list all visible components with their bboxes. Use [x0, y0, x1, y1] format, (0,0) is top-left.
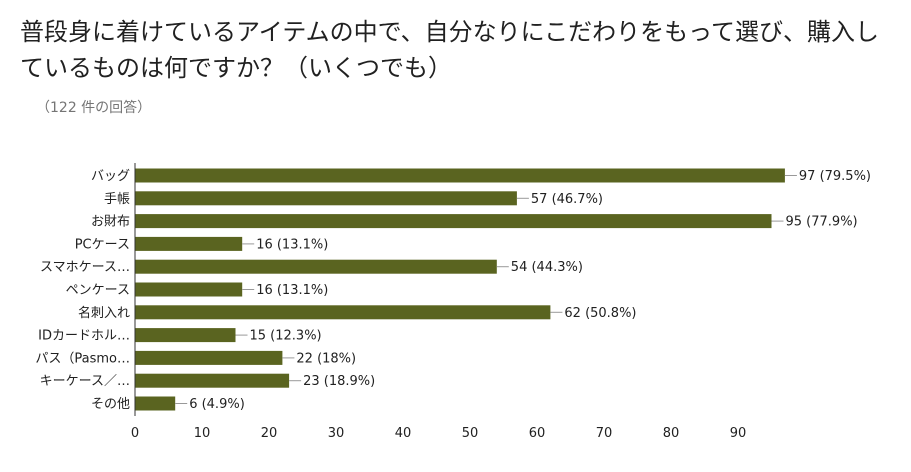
bar: [135, 373, 290, 388]
data-label: 57 (46.7%): [531, 192, 603, 207]
x-tick-label: 0: [131, 426, 139, 441]
chart-title: 普段身に着けているアイテムの中で、自分なりにこだわりをもって選び、購入しているも…: [20, 18, 879, 82]
x-tick-label: 60: [529, 426, 546, 441]
bar: [135, 191, 517, 206]
category-label: お財布: [91, 215, 130, 230]
category-label: PCケース: [75, 237, 130, 252]
category-label: IDカードホル…: [38, 329, 130, 344]
bar: [135, 396, 176, 411]
data-label: 62 (50.8%): [564, 306, 636, 321]
category-label: ペンケース: [66, 283, 130, 298]
x-tick-label: 80: [663, 426, 680, 441]
data-label: 16 (13.1%): [256, 283, 328, 298]
category-label: その他: [91, 397, 130, 412]
x-tick-label: 50: [462, 426, 479, 441]
x-tick-label: 30: [328, 426, 345, 441]
bar: [135, 305, 551, 320]
x-tick-label: 20: [261, 426, 278, 441]
bar: [135, 259, 497, 274]
category-label: 名刺入れ: [78, 305, 130, 321]
category-label: キーケース／…: [40, 374, 130, 389]
category-label: スマホケース…: [40, 260, 130, 275]
data-label: 97 (79.5%): [799, 169, 871, 184]
x-tick-label: 10: [194, 426, 211, 441]
data-label: 16 (13.1%): [256, 237, 328, 252]
x-tick-label: 70: [596, 426, 613, 441]
category-label: パス（Pasmo…: [35, 351, 130, 366]
bar: [135, 168, 785, 183]
bar: [135, 236, 243, 251]
bar: [135, 214, 772, 229]
x-tick-label: 90: [730, 426, 747, 441]
data-label: 54 (44.3%): [511, 260, 583, 275]
data-label: 6 (4.9%): [189, 397, 245, 412]
bar: [135, 328, 236, 343]
category-label: バッグ: [91, 169, 130, 184]
data-label: 15 (12.3%): [250, 329, 322, 344]
data-label: 95 (77.9%): [786, 215, 858, 230]
category-label: 手帳: [104, 192, 130, 207]
bar: [135, 282, 243, 297]
data-label: 22 (18%): [296, 351, 356, 366]
x-tick-label: 40: [395, 426, 412, 441]
response-count: （122 件の回答）: [36, 100, 152, 116]
bar: [135, 350, 283, 365]
data-label: 23 (18.9%): [303, 374, 375, 389]
